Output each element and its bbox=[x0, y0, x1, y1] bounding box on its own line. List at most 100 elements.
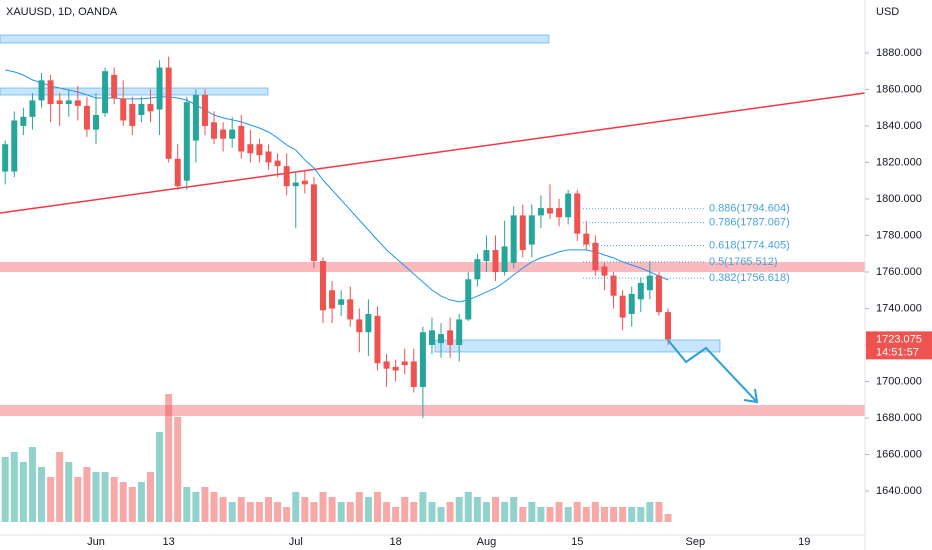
volume-bar bbox=[265, 497, 273, 522]
candle-body bbox=[637, 282, 644, 300]
volume-bar bbox=[83, 467, 91, 522]
volume-bar bbox=[364, 497, 372, 522]
candle-body bbox=[165, 67, 172, 159]
volume-bar bbox=[237, 497, 245, 522]
volume-bar bbox=[146, 472, 154, 522]
candle-body bbox=[365, 313, 372, 333]
price-pane: 0.886(1794.604)0.786(1787.067) 0.618(1774… bbox=[2, 56, 790, 418]
candle-body bbox=[74, 100, 81, 106]
volume-bar bbox=[110, 477, 118, 522]
y-tick-label: 1840.000 bbox=[876, 120, 922, 132]
candle-body bbox=[156, 67, 163, 110]
candle-body bbox=[220, 129, 227, 139]
candle-body bbox=[29, 100, 36, 117]
volume-bar bbox=[355, 492, 363, 522]
candle-body bbox=[283, 166, 290, 187]
volume-bar bbox=[591, 502, 599, 522]
currency: USD bbox=[876, 6, 899, 18]
volume-bar bbox=[65, 462, 73, 522]
volume-bar bbox=[174, 417, 182, 522]
volume-bar bbox=[47, 477, 55, 522]
candle-body bbox=[247, 144, 254, 154]
x-tick-label: Jul bbox=[289, 536, 303, 548]
trend-line bbox=[0, 92, 866, 214]
volume-bar bbox=[19, 462, 27, 522]
candle-body bbox=[356, 319, 363, 333]
volume-bar bbox=[392, 507, 400, 522]
x-tick-label: 19 bbox=[798, 536, 810, 548]
candle-body bbox=[374, 315, 381, 364]
volume-bar bbox=[274, 502, 282, 522]
volume-bar bbox=[464, 492, 472, 522]
candle-body bbox=[465, 279, 472, 320]
candle-body bbox=[20, 116, 27, 126]
candle-body bbox=[665, 312, 672, 340]
volume-bar bbox=[10, 452, 18, 522]
candle-body bbox=[347, 299, 354, 320]
volume-bar bbox=[101, 472, 109, 522]
volume-bar bbox=[74, 477, 82, 522]
volume-bar bbox=[328, 497, 336, 522]
y-tick-label: 1740.000 bbox=[876, 302, 922, 314]
candle-body bbox=[301, 180, 308, 185]
volume-bar bbox=[664, 514, 672, 522]
y-tick-label: 1820.000 bbox=[876, 156, 922, 168]
axes: 1640.0001660.0001680.0001700.0001720.000… bbox=[87, 47, 932, 548]
volume-bar bbox=[410, 502, 418, 522]
candle-body bbox=[56, 100, 63, 105]
chart-title: XAUUSD, 1D, OANDA bbox=[6, 6, 118, 18]
candle-body bbox=[338, 299, 345, 305]
volume-bar bbox=[119, 482, 127, 522]
volume-bar bbox=[637, 507, 645, 522]
x-tick-label: 18 bbox=[390, 536, 402, 548]
volume-bar bbox=[501, 502, 509, 522]
volume-bar bbox=[255, 502, 263, 522]
candle-body bbox=[528, 215, 535, 245]
y-tick-label: 1760.000 bbox=[876, 266, 922, 278]
volume-bar bbox=[646, 502, 654, 522]
candle-body bbox=[565, 193, 572, 218]
candle-body bbox=[419, 332, 426, 387]
price-tag bbox=[866, 331, 932, 360]
volume-bar bbox=[446, 502, 454, 522]
candle-body bbox=[601, 266, 608, 276]
candle-body bbox=[655, 275, 662, 313]
volume-bar bbox=[610, 507, 618, 522]
volume-bar bbox=[28, 447, 36, 522]
candle-body bbox=[619, 295, 626, 318]
candle-body bbox=[238, 125, 245, 152]
candle-body bbox=[147, 104, 154, 112]
candle-body bbox=[583, 233, 590, 245]
candle-body bbox=[628, 293, 635, 314]
volume-bar bbox=[564, 507, 572, 522]
candle-body bbox=[428, 330, 435, 345]
demand-zone bbox=[434, 339, 721, 353]
volume-bar bbox=[210, 492, 218, 522]
volume-bar bbox=[128, 487, 136, 522]
volume-bar bbox=[92, 472, 100, 522]
candle-body bbox=[120, 98, 127, 121]
volume-bar bbox=[600, 507, 608, 522]
candle-body bbox=[229, 129, 236, 139]
candle-body bbox=[519, 215, 526, 251]
volume-bar bbox=[246, 502, 254, 522]
volume-bar bbox=[573, 502, 581, 522]
candle-body bbox=[83, 105, 90, 130]
candle-body bbox=[646, 275, 653, 291]
y-tick-label: 1660.000 bbox=[876, 448, 922, 460]
x-tick-label: Jun bbox=[87, 536, 105, 548]
volume-bar bbox=[537, 507, 545, 522]
candle-body bbox=[274, 160, 281, 167]
candle-body bbox=[401, 361, 408, 366]
y-tick-label: 1780.000 bbox=[876, 229, 922, 241]
candle-body bbox=[183, 102, 190, 181]
volume-bar bbox=[510, 497, 518, 522]
candle-body bbox=[102, 71, 109, 114]
x-tick-label: 13 bbox=[163, 536, 175, 548]
candle-body bbox=[192, 94, 199, 141]
volume-bar bbox=[1, 457, 9, 522]
volume-bar bbox=[528, 502, 536, 522]
supply-zone bbox=[0, 87, 269, 96]
volume-bar bbox=[183, 487, 191, 522]
